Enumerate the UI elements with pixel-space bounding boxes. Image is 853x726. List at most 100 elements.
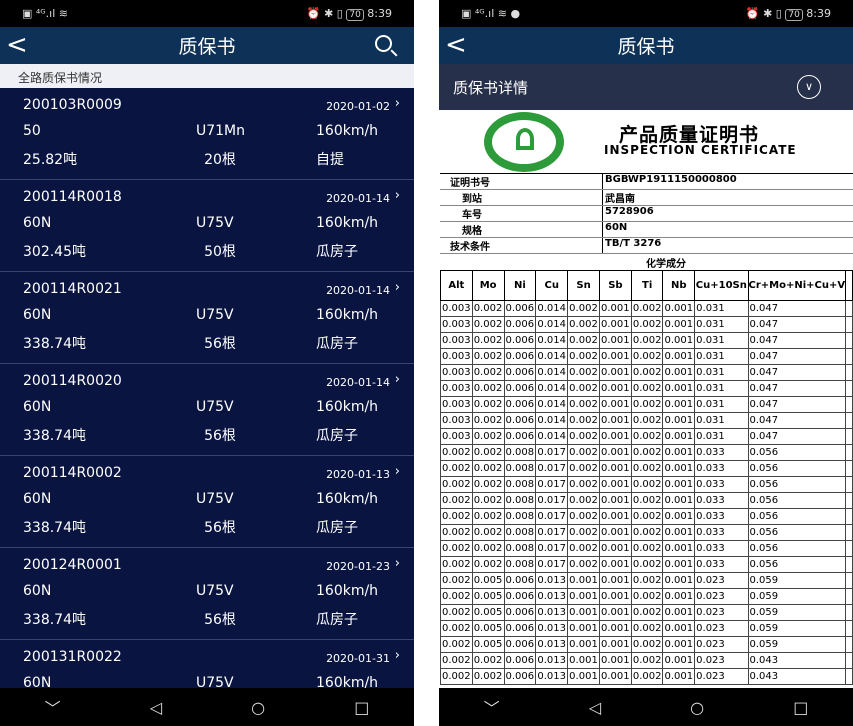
table-cell: 0.002: [630, 508, 664, 525]
table-cell: 0.001: [662, 652, 696, 669]
back-icon[interactable]: <: [445, 30, 467, 60]
cert-id: 200103R0009: [23, 97, 122, 113]
home-nav-icon[interactable]: ○: [690, 697, 705, 717]
header: < 质保书: [0, 27, 414, 64]
table-cell: 0.031: [694, 396, 749, 413]
table-cell: 0.006: [503, 332, 537, 349]
table-cell: 0.001: [662, 540, 696, 557]
weight: 338.74吨: [23, 336, 86, 352]
cert-id: 200114R0002: [23, 465, 122, 481]
table-row: 0.002 0.002 0.008 0.017 0.002 0.001 0.002 0.001…: [440, 460, 853, 477]
cert-id: 200131R0022: [23, 649, 122, 665]
table-cell: 0.002: [630, 348, 664, 365]
table-cell: 0.014: [535, 348, 569, 365]
table-cell: 0.047: [747, 428, 847, 445]
spec: 60N: [23, 583, 52, 599]
table-cell: 0.033: [694, 492, 749, 509]
table-cell: 0.002: [471, 412, 505, 429]
delivery: 瓜房子: [316, 612, 358, 628]
section-bar[interactable]: 质保书详情 ∨: [439, 64, 853, 110]
table-cell: 0.001: [599, 556, 632, 573]
table-cell: 0.002: [630, 412, 664, 429]
table-cell: 0.031: [694, 348, 749, 365]
table-cell: 0.017: [535, 556, 569, 573]
info-label: 车号: [440, 206, 603, 221]
hide-nav-icon[interactable]: ﹀: [44, 699, 61, 718]
back-icon[interactable]: <: [6, 30, 28, 60]
table-cell-partial: [845, 652, 853, 669]
grade: U75V: [196, 583, 234, 599]
table-cell: 0.005: [471, 620, 505, 637]
home-nav-icon[interactable]: ○: [251, 697, 266, 717]
table-cell: 0.002: [567, 300, 600, 317]
table-cell: 0.002: [440, 572, 473, 589]
list-item[interactable]: 200114R0018 2020-01-14 › 60N U75V 160km/…: [0, 180, 414, 272]
chevron-down-icon[interactable]: ∨: [797, 75, 821, 99]
list-item[interactable]: 200103R0009 2020-01-02 › 50 U71Mn 160km/…: [0, 88, 414, 180]
chevron-right-icon: ›: [394, 96, 400, 111]
table-cell: 0.001: [599, 444, 632, 461]
table-cell: 0.023: [694, 636, 749, 653]
table-cell: 0.002: [630, 444, 664, 461]
table-cell: 0.001: [599, 508, 632, 525]
table-cell: 0.006: [503, 380, 537, 397]
table-cell: 0.002: [440, 588, 473, 605]
table-cell-partial: [845, 636, 853, 653]
list-item[interactable]: 200124R0001 2020-01-23 › 60N U75V 160km/…: [0, 548, 414, 640]
table-cell-partial: [845, 492, 853, 509]
table-row: 0.002 0.005 0.006 0.013 0.001 0.001 0.002 0.001…: [440, 588, 853, 605]
cert-title-en: INSPECTION CERTIFICATE: [604, 143, 797, 157]
info-row: 车号 5728906: [440, 206, 853, 222]
spec: 50: [23, 123, 41, 139]
table-cell: 0.002: [567, 332, 600, 349]
table-cell: 0.013: [535, 620, 569, 637]
weight: 338.74吨: [23, 612, 86, 628]
list-item[interactable]: 200114R0020 2020-01-14 › 60N U75V 160km/…: [0, 364, 414, 456]
table-cell: 0.023: [694, 588, 749, 605]
column-header: Cu: [535, 270, 569, 301]
info-label: 到站: [440, 190, 603, 205]
table-cell: 0.001: [599, 620, 632, 637]
back-nav-icon[interactable]: ◁: [149, 697, 163, 717]
status-bar: ▣ ⁴ᴳ.ıl ≋ ⏰ ✱ ▯ 70 8:39: [0, 0, 414, 27]
chem-title: 化学成分: [646, 259, 686, 270]
recent-nav-icon[interactable]: □: [793, 697, 809, 717]
cert-date: 2020-01-14: [326, 284, 390, 297]
table-cell: 0.033: [694, 476, 749, 493]
list-item[interactable]: 200114R0002 2020-01-13 › 60N U75V 160km/…: [0, 456, 414, 548]
table-cell: 0.047: [747, 300, 847, 317]
back-nav-icon[interactable]: ◁: [588, 697, 602, 717]
table-cell: 0.002: [440, 636, 473, 653]
table-cell: 0.001: [662, 428, 696, 445]
table-cell-partial: [845, 508, 853, 525]
table-cell: 0.017: [535, 540, 569, 557]
table-cell: 0.008: [503, 492, 537, 509]
delivery: 瓜房子: [316, 520, 358, 536]
table-cell: 0.006: [503, 652, 537, 669]
table-cell: 0.001: [567, 588, 600, 605]
table-cell: 0.002: [440, 652, 473, 669]
chevron-right-icon: ›: [394, 556, 400, 571]
hide-nav-icon[interactable]: ﹀: [483, 699, 500, 718]
table-cell-partial: [845, 540, 853, 557]
battery: 70: [785, 9, 803, 21]
table-cell: 0.056: [747, 556, 847, 573]
signal-icons: ▣ ⁴ᴳ.ıl ≋ ●: [461, 7, 521, 20]
table-cell: 0.002: [567, 524, 600, 541]
table-cell: 0.002: [471, 508, 505, 525]
table-cell: 0.003: [440, 316, 473, 333]
table-cell-partial: [845, 572, 853, 589]
table-cell: 0.023: [694, 668, 749, 685]
list-item[interactable]: 200114R0021 2020-01-14 › 60N U75V 160km/…: [0, 272, 414, 364]
certificate-list: 200103R0009 2020-01-02 › 50 U71Mn 160km/…: [0, 88, 414, 726]
list-item[interactable]: 200131R0022 2020-01-31 › 60N U75V 160km/…: [0, 640, 414, 726]
recent-nav-icon[interactable]: □: [354, 697, 370, 717]
table-cell: 0.008: [503, 540, 537, 557]
table-cell-partial: [845, 604, 853, 621]
table-cell: 0.008: [503, 444, 537, 461]
search-icon[interactable]: [375, 35, 392, 52]
speed: 160km/h: [316, 491, 379, 507]
table-cell: 0.023: [694, 572, 749, 589]
speed: 160km/h: [316, 583, 379, 599]
table-cell: 0.001: [662, 556, 696, 573]
